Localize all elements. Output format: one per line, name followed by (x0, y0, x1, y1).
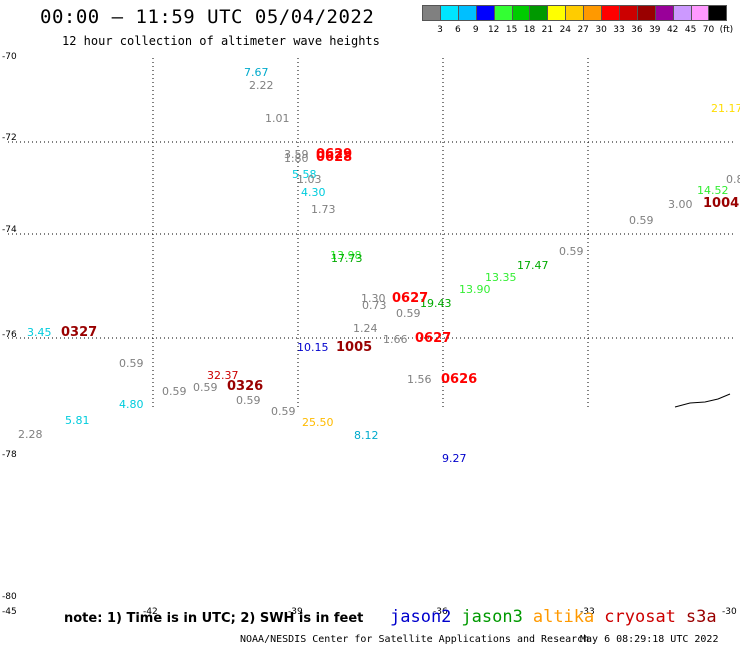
wave-height-reading: 1.01 (265, 112, 290, 125)
colorbar-tick: 42 (666, 25, 679, 35)
colorbar-tick: 6 (455, 25, 461, 35)
wave-height-reading: 4.80 (119, 398, 144, 411)
latitude-label: -70 (2, 52, 17, 62)
colorbar-tick: 33 (613, 25, 625, 35)
legend-altika: altika (532, 607, 595, 627)
colorbar-tick: 3 (437, 25, 443, 35)
legend-jason2: jason2 (390, 607, 452, 627)
wave-height-reading: 21.17 (711, 102, 740, 115)
map-subtitle: 12 hour collection of altimeter wave hei… (62, 34, 380, 48)
wave-height-reading: 0.59 (629, 214, 654, 227)
longitude-label: -33 (580, 607, 595, 617)
colorbar-tick: 39 (649, 25, 661, 35)
longitude-label: -45 (2, 607, 17, 617)
wave-height-reading: 14.52 (697, 184, 729, 197)
wave-height-reading: 1.73 (311, 203, 336, 216)
wave-height-reading: 4.30 (301, 186, 326, 199)
pass-time-label: 0629 (316, 147, 353, 162)
wave-height-reading: 0.59 (559, 245, 584, 258)
pass-time-label: 1005 (336, 340, 373, 355)
wave-height-reading: 10.15 (297, 341, 329, 354)
colorbar-tick: 15 (505, 25, 518, 35)
wave-height-reading: 0.59 (193, 381, 218, 394)
longitude-label: -39 (288, 607, 303, 617)
wave-height-reading: 13.90 (459, 283, 491, 296)
wave-height-reading: 0.59 (236, 394, 261, 407)
latitude-label: -76 (2, 330, 17, 340)
wave-height-reading: 5.81 (65, 414, 90, 427)
colorbar-tick: 45 (684, 25, 697, 35)
wave-height-reading: 1.24 (353, 322, 378, 335)
longitude-label: -42 (143, 607, 158, 617)
wave-height-reading: 1.30 (361, 292, 386, 305)
wave-height-reading: 0.8 (726, 173, 740, 186)
latitude-label: -74 (2, 225, 17, 235)
wave-height-reading: 17.47 (517, 259, 549, 272)
colorbar-tick: 18 (523, 25, 536, 35)
pass-time-label: 0327 (61, 325, 98, 340)
colorbar-tick: 12 (487, 25, 500, 35)
wave-height-reading: 5.58 (292, 168, 317, 181)
wave-height-reading: 1.56 (407, 373, 432, 386)
wave-height-reading: 13.35 (485, 271, 517, 284)
pass-time-label: 0627 (392, 291, 429, 306)
credit-line: NOAA/NESDIS Center for Satellite Applica… (240, 634, 590, 645)
wave-height-reading: 19.43 (420, 297, 452, 310)
colorbar-tick: 30 (595, 25, 607, 35)
colorbar-swatch (708, 5, 728, 21)
wave-height-reading: 2.22 (249, 79, 274, 92)
wave-height-reading: 1.66 (383, 333, 408, 346)
pass-time-label: 0628 (316, 150, 353, 165)
pass-time-label: 0626 (441, 372, 478, 387)
latitude-label: -78 (2, 450, 17, 460)
wave-height-reading: 2.28 (18, 428, 43, 441)
colorbar-tick: 24 (559, 25, 572, 35)
colorbar-tick: 36 (631, 25, 643, 35)
wave-height-reading: 1.03 (297, 173, 322, 186)
wave-height-reading: 17.73 (331, 252, 363, 265)
units-note: note: 1) Time is in UTC; 2) SWH is in fe… (64, 611, 364, 626)
colorbar-tick: 70 (702, 25, 715, 35)
wave-height-reading: 13.98 (330, 249, 362, 262)
wave-height-reading: 3.45 (27, 326, 52, 339)
wave-height-reading: 32.37 (207, 369, 239, 382)
legend-cryosat: cryosat (604, 607, 676, 627)
wave-height-reading: 3.59 (284, 148, 309, 161)
wave-height-reading: 3.00 (668, 198, 693, 211)
map-title: 00:00 – 11:59 UTC 05/04/2022 (40, 6, 375, 28)
colorbar-tick: 9 (472, 25, 479, 35)
legend-jason3: jason3 (461, 607, 523, 627)
latitude-label: -72 (2, 133, 17, 143)
longitude-label: -36 (433, 607, 448, 617)
legend-s3a: s3a (685, 607, 717, 627)
wave-height-reading: 8.12 (354, 429, 379, 442)
wave-height-reading: 0.73 (362, 299, 387, 312)
wave-height-reading: 0.59 (396, 307, 421, 320)
longitude-label: -30 (722, 607, 737, 617)
colorbar-tick: 21 (541, 25, 554, 35)
wave-height-reading: 0.59 (162, 385, 187, 398)
wave-height-reading: 0.59 (271, 405, 296, 418)
colorbar-unit: (ft) (719, 25, 734, 35)
satellite-legend: jason2 jason3 altika cryosat s3a (390, 607, 727, 627)
pass-time-label: 0326 (227, 379, 264, 394)
wave-height-reading: 9.27 (442, 452, 467, 465)
generated-timestamp: May 6 08:29:18 UTC 2022 (580, 634, 719, 645)
pass-time-label: 1004 (703, 196, 740, 211)
wave-height-reading: 25.50 (302, 416, 334, 429)
wave-height-reading: 7.67 (244, 66, 269, 79)
colorbar-tick: 27 (577, 25, 589, 35)
wave-height-reading: 1.80 (284, 152, 309, 165)
pass-time-label: 0627 (415, 331, 452, 346)
latitude-label: -80 (2, 592, 17, 602)
coastline (674, 393, 731, 408)
wave-height-reading: 0.59 (119, 357, 144, 370)
